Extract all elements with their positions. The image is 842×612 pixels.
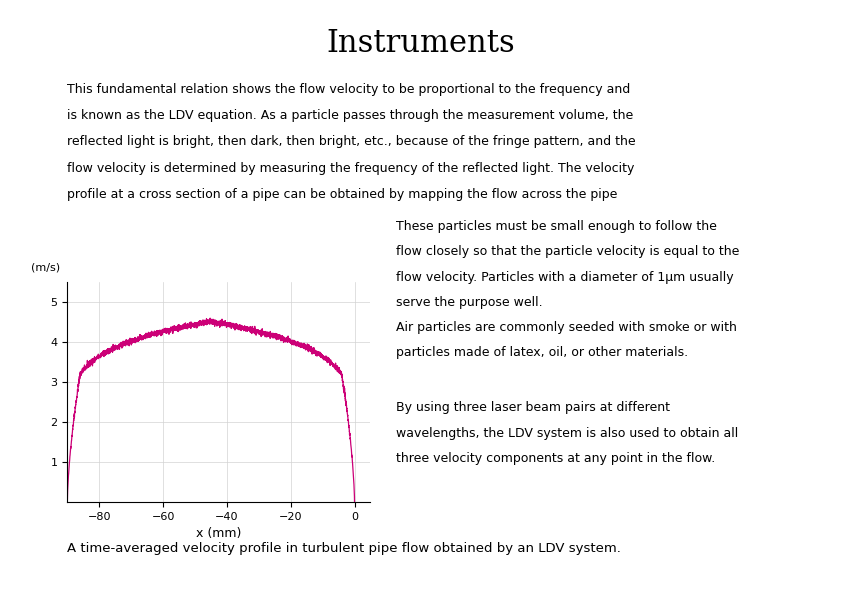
Text: flow velocity. Particles with a diameter of 1μm usually: flow velocity. Particles with a diameter… [396,271,733,283]
Text: Air particles are commonly seeded with smoke or with: Air particles are commonly seeded with s… [396,321,737,334]
Text: Instruments: Instruments [327,28,515,59]
X-axis label: x (mm): x (mm) [196,527,242,540]
Text: reflected light is bright, then dark, then bright, etc., because of the fringe p: reflected light is bright, then dark, th… [67,135,636,148]
Text: is known as the LDV equation. As a particle passes through the measurement volum: is known as the LDV equation. As a parti… [67,109,634,122]
Text: flow closely so that the particle velocity is equal to the: flow closely so that the particle veloci… [396,245,739,258]
Text: (m/s): (m/s) [31,263,60,273]
Text: wavelengths, the LDV system is also used to obtain all: wavelengths, the LDV system is also used… [396,427,738,439]
Text: A time-averaged velocity profile in turbulent pipe flow obtained by an LDV syste: A time-averaged velocity profile in turb… [67,542,621,554]
Text: three velocity components at any point in the flow.: three velocity components at any point i… [396,452,715,465]
Text: particles made of latex, oil, or other materials.: particles made of latex, oil, or other m… [396,346,688,359]
Text: flow velocity is determined by measuring the frequency of the reflected light. T: flow velocity is determined by measuring… [67,162,635,174]
Text: These particles must be small enough to follow the: These particles must be small enough to … [396,220,717,233]
Text: By using three laser beam pairs at different: By using three laser beam pairs at diffe… [396,401,669,414]
Text: This fundamental relation shows the flow velocity to be proportional to the freq: This fundamental relation shows the flow… [67,83,631,95]
Text: profile at a cross section of a pipe can be obtained by mapping the flow across : profile at a cross section of a pipe can… [67,188,618,201]
Text: serve the purpose well.: serve the purpose well. [396,296,542,308]
